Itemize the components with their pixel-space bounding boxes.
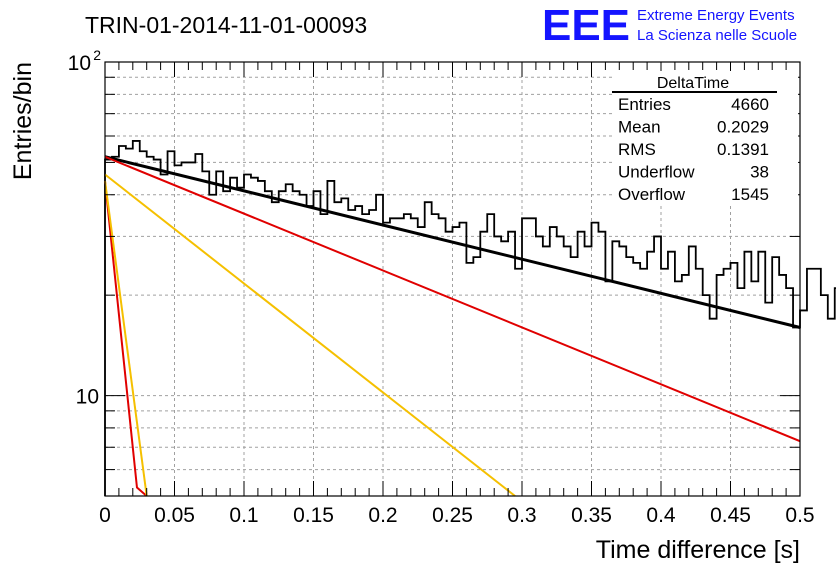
stats-box-background bbox=[612, 71, 798, 206]
x-tick-label: 0.4 bbox=[646, 504, 676, 527]
fit-curve-total-fit bbox=[104, 155, 801, 329]
eee-logo: EEE Extreme Energy Events La Scienza nel… bbox=[542, 1, 797, 50]
stats-value: 1545 bbox=[731, 185, 769, 204]
logo-line1: Extreme Energy Events bbox=[637, 7, 795, 24]
y-tick-label: 10 bbox=[76, 386, 99, 409]
chart-title: TRIN-01-2014-11-01-00093 bbox=[85, 12, 367, 38]
stats-label: RMS bbox=[618, 140, 656, 159]
x-tick-label: 0.05 bbox=[154, 504, 195, 527]
tick-label-layer: 0 0.05 0.1 0.15 0.2 0.25 0.3 0.35 0.4 0.45 0.5 10 10… bbox=[68, 47, 815, 527]
logo-mark: EEE bbox=[542, 1, 630, 50]
x-tick-label: 0.45 bbox=[710, 504, 751, 527]
stats-label: Mean bbox=[618, 118, 661, 137]
fit-curve-medium-component bbox=[104, 173, 516, 497]
x-tick-label: 0.3 bbox=[507, 504, 536, 527]
stats-rows: Entries 4660 Mean 0.2029 RMS 0.1391 Underflow 3… bbox=[618, 95, 769, 204]
grid-layer bbox=[105, 62, 800, 496]
x-axis-label: Time difference [s] bbox=[596, 536, 800, 564]
y-axis-label: Entries/bin bbox=[9, 62, 37, 180]
stats-value: 0.2029 bbox=[717, 118, 769, 137]
x-tick-label: 0.25 bbox=[432, 504, 473, 527]
y-tick-label-exponent: 2 bbox=[93, 47, 101, 63]
x-tick-label: 0.35 bbox=[571, 504, 612, 527]
y-tick-label: 10 bbox=[68, 52, 91, 75]
fit-curve-fast-component-2 bbox=[104, 180, 148, 497]
fit-curves-layer bbox=[104, 155, 801, 497]
x-tick-label: 0.1 bbox=[229, 504, 258, 527]
fit-curve-fast-component bbox=[104, 180, 148, 497]
stats-label: Underflow bbox=[618, 163, 695, 182]
stats-label: Overflow bbox=[618, 185, 686, 204]
x-tick-label: 0.15 bbox=[293, 504, 334, 527]
stats-box: DeltaTime Entries 4660 Mean 0.2029 RMS 0.1391… bbox=[612, 71, 798, 206]
stats-value: 0.1391 bbox=[717, 140, 769, 159]
fit-curve-slow-component bbox=[104, 155, 801, 443]
x-tick-label: 0.5 bbox=[785, 504, 814, 527]
x-tick-label: 0.2 bbox=[368, 504, 397, 527]
stats-value: 38 bbox=[750, 163, 769, 182]
stats-value: 4660 bbox=[731, 95, 769, 114]
logo-line2: La Scienza nelle Scuole bbox=[637, 27, 797, 44]
stats-label: Entries bbox=[618, 95, 671, 114]
stats-box-title: DeltaTime bbox=[657, 75, 729, 92]
x-tick-label: 0 bbox=[99, 504, 111, 527]
